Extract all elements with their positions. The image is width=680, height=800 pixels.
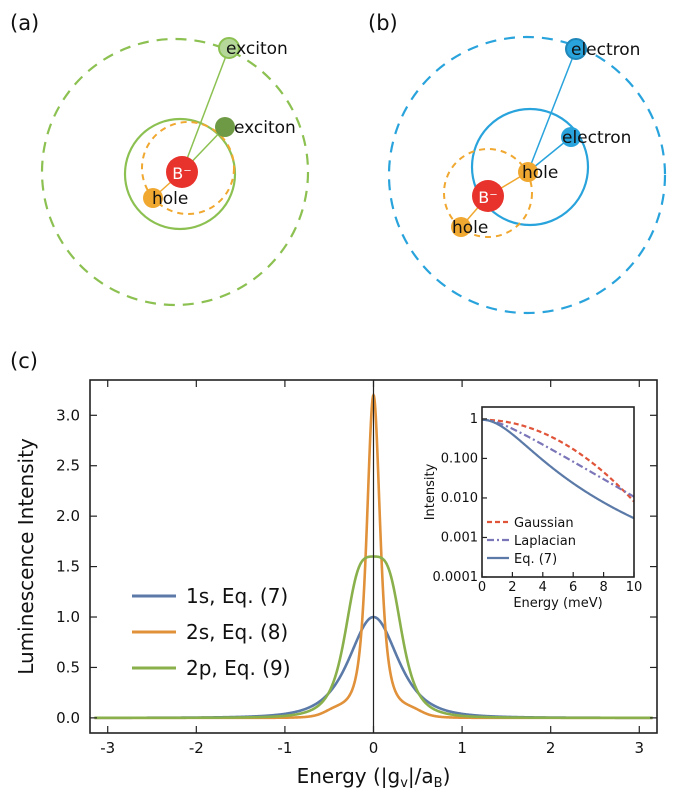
electron-inner-dot [561, 127, 581, 147]
hole-outer-dot [451, 217, 471, 237]
y-tick-label: 2.5 [56, 457, 80, 475]
legend-label: 2s, Eq. (8) [186, 620, 288, 644]
y-tick-label: 3.0 [56, 406, 80, 424]
outer-orbit-dashed [387, 35, 667, 315]
panel-label-a: (a) [10, 11, 39, 35]
main-y-axis-label: Luminescence Intensity [14, 438, 38, 675]
panel-label-b: (b) [368, 11, 398, 35]
boron-label: B⁻ [478, 188, 497, 207]
inset-y-tick-label: 0.001 [441, 530, 478, 545]
inset-legend-label: Eq. (7) [514, 552, 557, 567]
x-tick-label: 0 [369, 739, 379, 757]
outer-link-line [527, 48, 577, 173]
panel-label-c: (c) [10, 349, 38, 373]
xlabel-part3: ) [443, 764, 451, 788]
xlabel-sub-b: B [434, 776, 443, 791]
xlabel-part1: Energy (|g [297, 764, 401, 788]
inner-orbit [123, 117, 237, 231]
exciton-inner-dot [215, 117, 235, 137]
y-tick-label: 0.5 [56, 658, 80, 676]
hole-inner-dot [518, 162, 538, 182]
inset-legend-label: Laplacian [514, 534, 576, 549]
inset-series-line-2 [481, 418, 635, 498]
xlabel-sub-v: v [400, 776, 408, 791]
outer-link-line [181, 47, 230, 173]
inset-x-axis-label: Energy (meV) [513, 596, 602, 611]
exciton-inner-label: exciton [234, 118, 296, 138]
inset-plot-frame [481, 406, 635, 578]
main-legend: 1s, Eq. (7) 2s, Eq. (8) 2p, Eq. (9) [132, 584, 291, 680]
exciton-outer-label: exciton [226, 39, 288, 59]
y-tick-label: 2.0 [56, 507, 80, 525]
hole-orbit-dashed [443, 148, 533, 238]
legend-label: 2p, Eq. (9) [186, 656, 291, 680]
inset-x-tick-label: 8 [599, 580, 607, 595]
legend-label: 1s, Eq. (7) [186, 584, 288, 608]
inset-curves [481, 418, 635, 520]
y-tick-label: 1.5 [56, 558, 80, 576]
xlabel-part2: |/a [408, 764, 434, 788]
inset-x-tick-label: 0 [478, 580, 486, 595]
electron-outer-label: electron [571, 40, 640, 60]
diagram-a: B⁻ exciton exciton hole [40, 37, 310, 307]
electron-inner-label: electron [562, 128, 631, 148]
x-tick-label: -3 [100, 739, 115, 757]
inset-series-line-1 [482, 418, 635, 503]
inset-y-tick-label: 1 [470, 412, 478, 427]
x-tick-label: -1 [277, 739, 292, 757]
diagram-b: B⁻ electron electron hole hole [387, 35, 667, 315]
inset-legend: Gaussian Laplacian Eq. (7) [487, 516, 576, 567]
inset-x-tick-label: 4 [539, 580, 547, 595]
inner-orbit [470, 107, 590, 227]
x-tick-label: -2 [189, 739, 204, 757]
inset-x-tick-label: 2 [508, 580, 516, 595]
outer-orbit-dashed [40, 37, 310, 307]
x-tick-label: 1 [457, 739, 467, 757]
inset-y-tick-label: 0.010 [441, 491, 478, 506]
x-tick-label: 3 [635, 739, 645, 757]
inset-series-line-3 [481, 418, 635, 520]
y-tick-label: 1.0 [56, 608, 80, 626]
inset-background [412, 399, 644, 629]
boron-ion [472, 180, 504, 212]
hole-label: hole [152, 189, 188, 209]
inset-y-tick-label: 0.100 [441, 451, 478, 466]
exciton-outer-dot [218, 37, 240, 59]
boron-label: B⁻ [172, 164, 191, 183]
main-x-axis-label: Energy (|gv|/aB) [297, 764, 451, 791]
inset-y-tick-label: 0.0001 [433, 570, 479, 585]
inset-y-axis-label: Intensity [423, 463, 438, 520]
inset-x-tick-label: 6 [569, 580, 577, 595]
inset-x-tick-label: 10 [626, 580, 643, 595]
electron-outer-dot [565, 38, 587, 60]
hole-orbit-dashed [141, 121, 235, 215]
y-tick-label: 0.0 [56, 709, 80, 727]
hole-dot [143, 188, 163, 208]
x-tick-label: 2 [546, 739, 556, 757]
hole-inner-label: hole [522, 163, 558, 183]
inset-ticks: 0 2 4 6 8 10 0.0001 0.001 0.010 0.100 1 [433, 412, 643, 595]
boron-ion [166, 156, 198, 188]
hole-outer-label: hole [452, 218, 488, 238]
main-ticks: -3 -2 -1 0 1 2 3 0.0 0.5 1.0 1.5 2.0 2.5 3.0 [56, 380, 657, 757]
main-chart: -3 -2 -1 0 1 2 3 0.0 0.5 1.0 1.5 2.0 2.5 3.0 Luminesc… [14, 379, 658, 791]
inset-legend-label: Gaussian [514, 516, 574, 531]
